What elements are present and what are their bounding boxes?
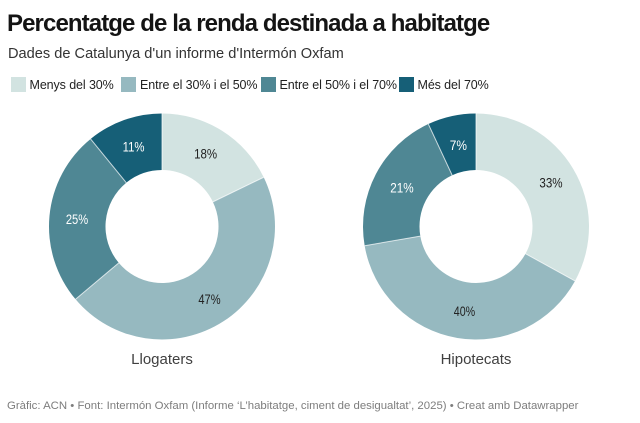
svg-text:25%: 25% (66, 211, 88, 227)
svg-text:40%: 40% (454, 303, 475, 319)
svg-text:11%: 11% (123, 139, 145, 155)
svg-text:21%: 21% (390, 180, 413, 196)
svg-text:47%: 47% (198, 291, 220, 307)
svg-text:7%: 7% (450, 137, 467, 153)
svg-text:18%: 18% (194, 146, 217, 162)
svg-text:33%: 33% (539, 174, 562, 190)
